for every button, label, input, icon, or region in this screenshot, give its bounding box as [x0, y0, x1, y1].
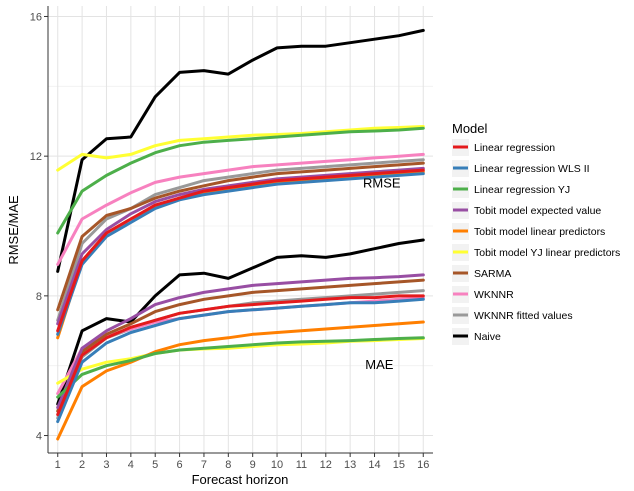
- x-tick-label: 14: [368, 459, 380, 471]
- legend-label: Linear regression YJ: [474, 184, 570, 196]
- series-line-naive-rmse: [56, 28, 425, 273]
- series-line-linear-regression-wls-ii-mae: [56, 297, 425, 424]
- y-tick-label: 12: [30, 151, 42, 163]
- y-axis-title: RMSE/MAE: [6, 195, 21, 265]
- x-tick-label: 7: [201, 459, 207, 471]
- series-line-naive-mae: [56, 238, 425, 406]
- legend-label: Tobit model linear predictors: [474, 226, 605, 238]
- x-tick-label: 12: [320, 459, 332, 471]
- x-tick-label: 4: [128, 459, 134, 471]
- y-tick-label: 8: [36, 291, 42, 303]
- legend-label: WKNNR: [474, 289, 514, 301]
- series-line-tobit-model-yj-linear-predictors-rmse: [56, 125, 425, 172]
- series-line-sarma-mae: [56, 278, 425, 413]
- legend-label: SARMA: [474, 268, 511, 280]
- x-tick-label: 1: [55, 459, 61, 471]
- series-line-tobit-model-expected-value-mae: [56, 273, 425, 410]
- annotations: RMSE MAE: [363, 176, 401, 373]
- series-line-wknnr-rmse: [56, 152, 425, 266]
- legend-label: Tobit model YJ linear predictors: [474, 247, 620, 259]
- series-line-tobit-model-expected-value-rmse: [56, 166, 425, 326]
- x-tick-label: 8: [225, 459, 231, 471]
- series-line-tobit-model-linear-predictors-mae: [56, 320, 425, 441]
- series-line-wknnr-fitted-values-rmse: [56, 158, 425, 322]
- x-tick-label: 15: [393, 459, 405, 471]
- series-line-linear-regression-yj-mae: [56, 336, 425, 399]
- x-tick-label: 13: [344, 459, 356, 471]
- x-tick-label: 16: [417, 459, 429, 471]
- series-line-linear-regression-mae: [56, 294, 425, 417]
- legend-label: Naive: [474, 331, 501, 343]
- legend-label: Linear regression WLS II: [474, 163, 590, 175]
- series-line-linear-regression-yj-rmse: [56, 126, 425, 235]
- legend: Model Linear regression Linear regression…: [452, 121, 620, 345]
- x-tick-label: 10: [271, 459, 283, 471]
- x-tick-label: 3: [103, 459, 109, 471]
- x-axis-title: Forecast horizon: [192, 472, 289, 487]
- legend-title: Model: [452, 121, 488, 136]
- y-tick-label: 4: [36, 431, 42, 443]
- x-tick-label: 11: [296, 459, 307, 471]
- x-tick-label: 6: [177, 459, 183, 471]
- annotation-label: RMSE: [363, 176, 401, 191]
- x-tick-label: 9: [250, 459, 256, 471]
- series-layer: [56, 28, 425, 441]
- legend-label: WKNNR fitted values: [474, 310, 573, 322]
- series-line-sarma-rmse: [56, 161, 425, 312]
- y-tick-label: 16: [30, 11, 42, 23]
- annotation-label: MAE: [365, 357, 394, 372]
- x-tick-label: 5: [152, 459, 158, 471]
- x-tick-label: 2: [79, 459, 85, 471]
- legend-label: Tobit model expected value: [474, 205, 601, 217]
- series-line-linear-regression-wls-ii-rmse: [56, 172, 425, 336]
- legend-label: Linear regression: [474, 142, 555, 154]
- series-line-linear-regression-rmse: [56, 168, 425, 333]
